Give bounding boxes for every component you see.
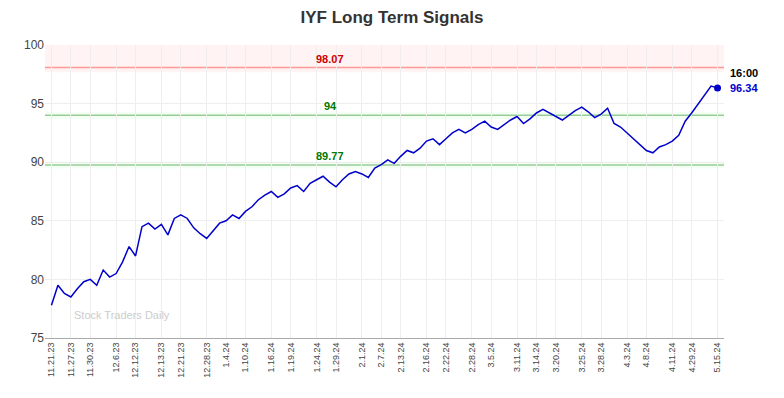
svg-text:94: 94 bbox=[324, 100, 337, 112]
svg-text:IYF Long Term Signals: IYF Long Term Signals bbox=[301, 8, 484, 27]
svg-text:11.27.23: 11.27.23 bbox=[66, 343, 76, 377]
svg-text:75: 75 bbox=[31, 331, 45, 345]
svg-text:3.11.24: 3.11.24 bbox=[512, 343, 522, 372]
svg-text:11.21.23: 11.21.23 bbox=[46, 343, 56, 377]
svg-text:1.10.24: 1.10.24 bbox=[240, 343, 250, 373]
svg-text:3.14.24: 3.14.24 bbox=[531, 343, 541, 373]
svg-text:2.28.24: 2.28.24 bbox=[467, 343, 477, 373]
svg-text:12.28.23: 12.28.23 bbox=[202, 343, 212, 378]
svg-text:4.11.24: 4.11.24 bbox=[667, 343, 677, 372]
svg-text:4.3.24: 4.3.24 bbox=[622, 343, 632, 368]
svg-text:2.7.24: 2.7.24 bbox=[376, 343, 386, 368]
svg-text:1.4.24: 1.4.24 bbox=[221, 343, 231, 368]
svg-text:16:00: 16:00 bbox=[730, 67, 758, 79]
svg-text:98.07: 98.07 bbox=[316, 53, 344, 65]
svg-text:12.13.23: 12.13.23 bbox=[156, 343, 166, 378]
svg-text:3.20.24: 3.20.24 bbox=[551, 343, 561, 373]
svg-text:96.34: 96.34 bbox=[730, 82, 758, 94]
svg-text:3.25.24: 3.25.24 bbox=[577, 343, 587, 373]
svg-text:90: 90 bbox=[31, 155, 45, 169]
svg-text:80: 80 bbox=[31, 273, 45, 287]
svg-text:11.30.23: 11.30.23 bbox=[85, 343, 95, 377]
svg-text:1.29.24: 1.29.24 bbox=[331, 343, 341, 373]
svg-text:2.13.24: 2.13.24 bbox=[396, 343, 406, 373]
svg-text:12.6.23: 12.6.23 bbox=[111, 343, 121, 373]
svg-text:12.12.23: 12.12.23 bbox=[130, 343, 140, 378]
svg-text:1.24.24: 1.24.24 bbox=[312, 343, 322, 373]
svg-text:4.29.24: 4.29.24 bbox=[687, 343, 697, 373]
svg-text:2.22.24: 2.22.24 bbox=[441, 343, 451, 373]
svg-text:5.15.24: 5.15.24 bbox=[712, 343, 722, 373]
svg-text:2.16.24: 2.16.24 bbox=[421, 343, 431, 373]
svg-text:100: 100 bbox=[24, 38, 44, 52]
svg-text:1.19.24: 1.19.24 bbox=[286, 343, 296, 373]
svg-text:1.16.24: 1.16.24 bbox=[266, 343, 276, 373]
svg-text:3.28.24: 3.28.24 bbox=[596, 343, 606, 373]
svg-text:89.77: 89.77 bbox=[316, 150, 344, 162]
svg-text:85: 85 bbox=[31, 214, 45, 228]
svg-text:12.21.23: 12.21.23 bbox=[176, 343, 186, 378]
svg-text:Stock Traders Daily: Stock Traders Daily bbox=[74, 309, 170, 321]
svg-text:3.5.24: 3.5.24 bbox=[486, 343, 496, 368]
svg-text:95: 95 bbox=[31, 97, 45, 111]
svg-text:4.8.24: 4.8.24 bbox=[641, 343, 651, 368]
svg-text:2.1.24: 2.1.24 bbox=[357, 343, 367, 368]
